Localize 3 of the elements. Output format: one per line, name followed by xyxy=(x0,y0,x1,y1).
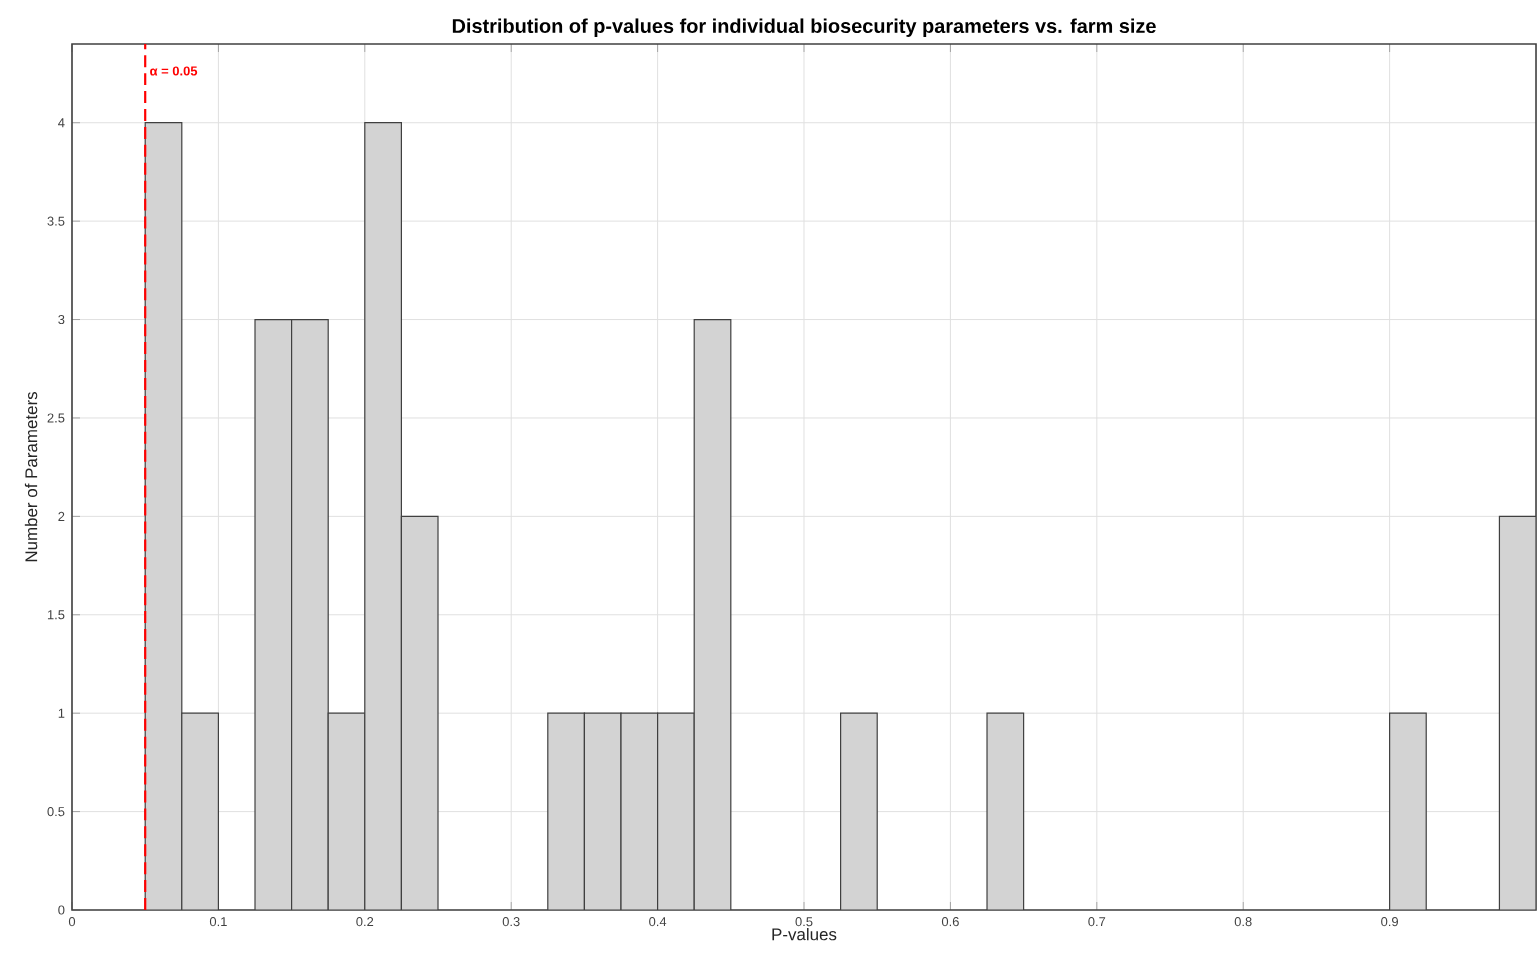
y-axis-title: Number of Parameters xyxy=(24,392,38,562)
x-axis-title: P-values xyxy=(772,927,837,941)
chart-title: Distribution of p-values for individual biosecurity parameters vs. farm size xyxy=(452,18,1156,37)
